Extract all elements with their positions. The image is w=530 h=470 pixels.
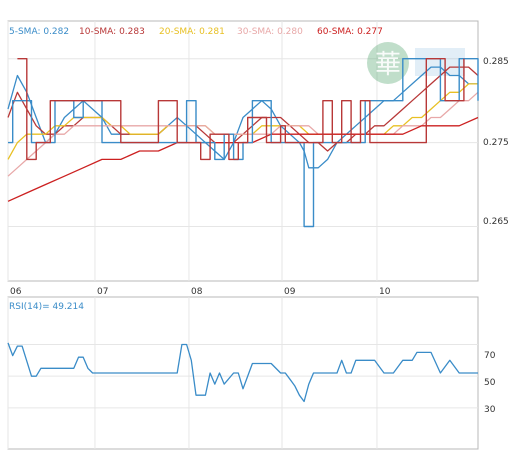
legend-60sma: 60-SMA: 0.277 [317, 27, 383, 37]
rsi-y-axis: 70 50 30 [484, 351, 496, 415]
watermark-logo: 華 [367, 42, 465, 84]
legend-30sma: 30-SMA: 0.280 [237, 27, 303, 37]
x-tick-label: 08 [191, 287, 203, 297]
rsi-title: RSI(14)= 49.214 [9, 302, 84, 312]
main-y-tick-label: 0.285 [483, 57, 509, 67]
main-series-5-sma [7, 66, 478, 169]
main-series-ohlc-up [8, 58, 479, 228]
x-tick-label: 06 [10, 287, 22, 297]
x-tick-label: 07 [97, 287, 108, 297]
main-y-tick-label: 0.275 [483, 138, 509, 148]
x-tick-label: 10 [379, 287, 391, 297]
rsi-y-tick-label: 50 [484, 378, 496, 388]
main-series-ohlc-down [17, 58, 465, 161]
legend-20sma: 20-SMA: 0.281 [159, 27, 225, 37]
chart-legend: 5-SMA: 0.282 10-SMA: 0.283 20-SMA: 0.281… [9, 27, 383, 37]
main-series-30-sma [7, 91, 479, 177]
main-chart-series [7, 58, 479, 228]
x-axis: 06 07 08 09 10 [10, 287, 391, 297]
main-y-tick-label: 0.265 [483, 217, 509, 227]
watermark-circle [367, 42, 409, 84]
rsi-chart-series [7, 342, 478, 403]
main-y-axis: 0.285 0.275 0.265 [483, 57, 509, 227]
x-tick-label: 09 [284, 287, 296, 297]
legend-10sma: 10-SMA: 0.283 [79, 27, 145, 37]
legend-5sma: 5-SMA: 0.282 [9, 27, 69, 37]
rsi-series-rsi [7, 342, 478, 403]
rsi-y-tick-label: 70 [484, 351, 496, 361]
watermark-glyph: 華 [375, 50, 401, 80]
rsi-chart-frame [7, 296, 479, 450]
rsi-y-tick-label: 30 [484, 405, 496, 415]
